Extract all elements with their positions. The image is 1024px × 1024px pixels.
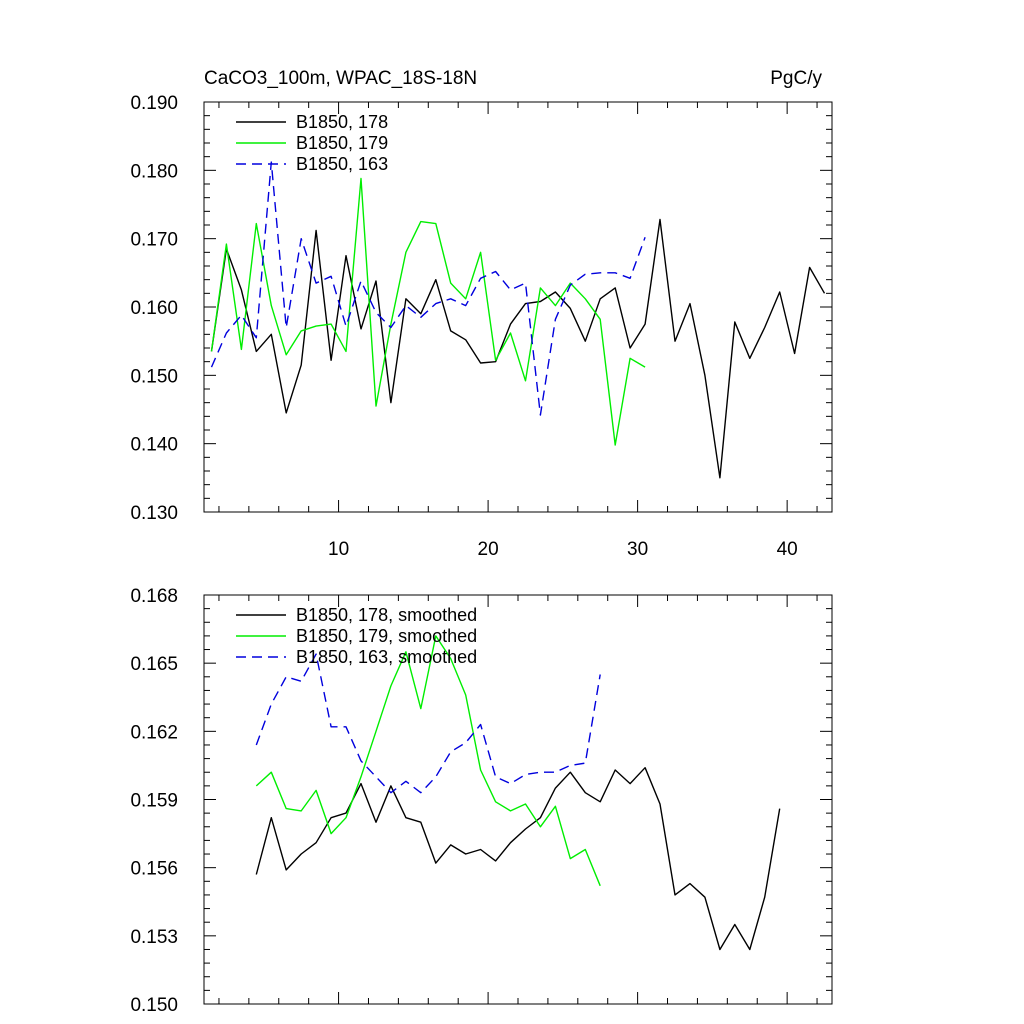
y-tick-label: 0.160 xyxy=(130,298,178,319)
chart-title: CaCO3_100m, WPAC_18S-18N xyxy=(204,68,477,89)
legend-label: B1850, 163 xyxy=(296,154,388,174)
y-tick-label: 0.140 xyxy=(130,435,178,456)
series-line-2 xyxy=(255,653,601,794)
y-tick-label: 0.180 xyxy=(130,161,178,182)
panel-top: CaCO3_100m, WPAC_18S-18N PgC/y 0.130 0.140 0… xyxy=(130,68,833,560)
y-tick-label: 0.156 xyxy=(130,859,178,880)
x-tick-label: 10 xyxy=(328,539,349,560)
legend-label: B1850, 178 xyxy=(296,112,388,132)
x-tick-label: 30 xyxy=(627,539,648,560)
series-line-1 xyxy=(255,635,601,887)
y-tick-label: 0.153 xyxy=(130,927,178,948)
y-tick-label: 0.150 xyxy=(130,366,178,387)
y-tick-label: 0.165 xyxy=(130,654,178,675)
y-tick-label: 0.159 xyxy=(130,791,178,812)
series-line-0 xyxy=(210,218,826,479)
y-tick-label: 0.168 xyxy=(130,586,178,607)
series-line-1 xyxy=(210,177,646,446)
y-tick-label: 0.150 xyxy=(130,995,178,1016)
panel-bottom: 0.150 0.153 0.156 0.159 0.162 0.165 0.168 B1850… xyxy=(130,586,833,1016)
legend-label: B1850, 163, smoothed xyxy=(296,647,477,667)
legend-label: B1850, 178, smoothed xyxy=(296,605,477,625)
y-tick-label: 0.130 xyxy=(130,503,178,524)
series-line-0 xyxy=(255,767,781,951)
x-tick-label: 20 xyxy=(478,539,499,560)
y-tick-label: 0.190 xyxy=(130,93,178,114)
legend-label: B1850, 179 xyxy=(296,133,388,153)
series-line-2 xyxy=(210,161,646,416)
y-tick-label: 0.170 xyxy=(130,230,178,251)
units-label: PgC/y xyxy=(770,68,822,89)
legend-label: B1850, 179, smoothed xyxy=(296,626,477,646)
x-tick-label: 40 xyxy=(777,539,798,560)
y-tick-label: 0.162 xyxy=(130,722,178,743)
